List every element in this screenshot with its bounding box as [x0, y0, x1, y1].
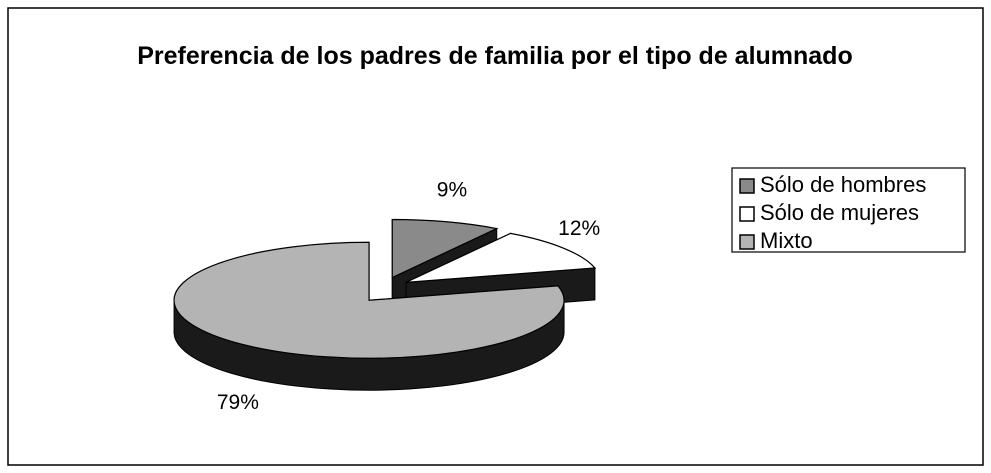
data-label: 79%	[217, 391, 259, 414]
legend-label: Sólo de mujeres	[760, 200, 919, 225]
legend-box	[731, 167, 966, 253]
data-label: 9%	[437, 179, 467, 202]
legend-label: Mixto	[760, 228, 813, 253]
legend-swatch	[739, 234, 755, 250]
legend-label: Sólo de hombres	[760, 172, 926, 197]
data-label: 12%	[558, 217, 600, 240]
chart-title: Preferencia de los padres de familia por…	[137, 42, 853, 70]
chart-frame	[7, 7, 984, 466]
pie-slice	[391, 218, 499, 279]
legend-swatch	[739, 206, 755, 222]
legend-swatch	[739, 178, 755, 194]
pie-slice	[405, 232, 597, 283]
pie-slice	[173, 241, 565, 359]
